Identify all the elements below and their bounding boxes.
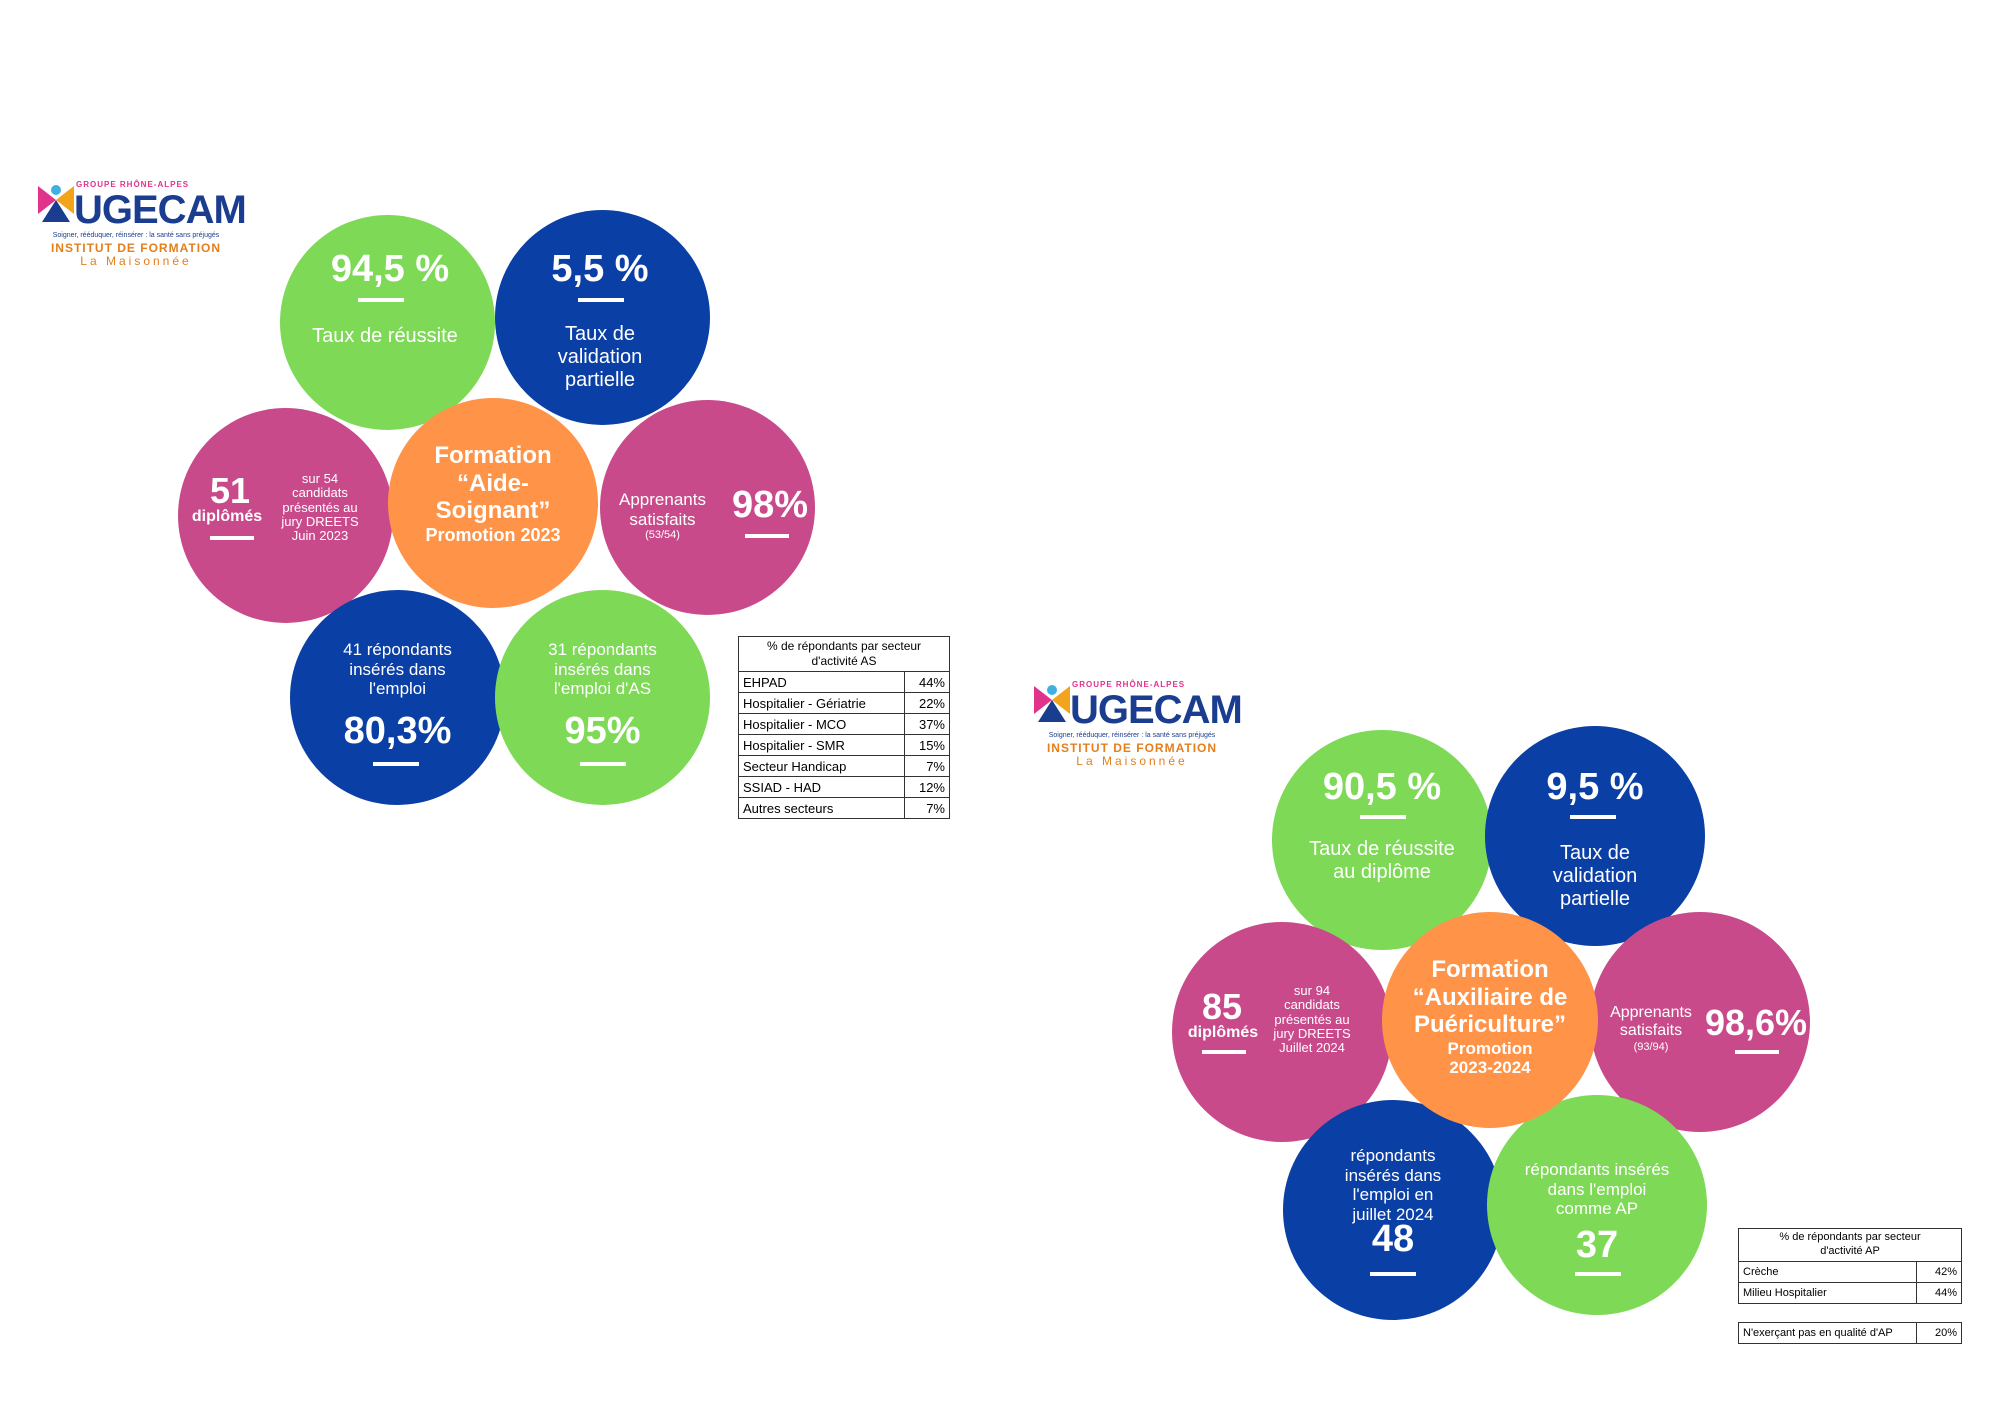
- ugecam-logo: GROUPE RHÔNE-ALPES UGECAM Soigner, réédu…: [36, 176, 247, 268]
- table-row: Crèche 42%: [1738, 1260, 1962, 1283]
- emploi-label: 41 répondants insérés dans l'emploi: [343, 640, 452, 699]
- emploi-ap-label: répondants insérés dans l'emploi comme AP: [1524, 1160, 1670, 1219]
- diplomes-bar: [1202, 1050, 1246, 1054]
- emploi-as-bar: [580, 762, 626, 766]
- diplomes-unit: diplômés: [191, 508, 263, 525]
- diplomes-note: sur 54 candidats présentés au jury DREETS Ju…: [281, 471, 359, 544]
- ugecam-mark-icon: [38, 185, 74, 222]
- validation-bar: [1570, 815, 1616, 819]
- table-ap-header: % de répondants par secteur d'activité AP: [1738, 1228, 1962, 1262]
- satisfaits-label: Apprenants satisfaits (53/54): [619, 490, 706, 542]
- table-row: SSIAD - HAD 12%: [738, 776, 950, 798]
- table-row: Hospitalier - SMR 15%: [738, 734, 950, 756]
- table-row: Autres secteurs 7%: [738, 797, 950, 819]
- logo-group: GROUPE RHÔNE-ALPES: [1072, 680, 1186, 689]
- table-row: Hospitalier - Gériatrie 22%: [738, 692, 950, 714]
- logo-institute: INSTITUT DE FORMATION: [50, 241, 222, 255]
- satisfaits-bar: [745, 534, 789, 538]
- reussite-bar: [1360, 815, 1406, 819]
- reussite-bar: [358, 298, 404, 302]
- petal-emploi: [290, 590, 505, 805]
- center-title: Formation “Aide- Soignant” Promotion 202…: [425, 442, 561, 545]
- diplomes-bar: [210, 536, 254, 540]
- validation-label: Taux de validation partielle: [1552, 842, 1638, 910]
- reussite-label: Taux de réussite: [312, 325, 458, 347]
- validation-label: Taux de validation partielle: [557, 323, 643, 391]
- reussite-value: 94,5 %: [330, 248, 450, 290]
- validation-value: 5,5 %: [551, 248, 649, 290]
- logo-slogan: Soigner, rééduquer, réinsérer : la santé…: [1048, 732, 1216, 739]
- emploi-as-label: 31 répondants insérés dans l'emploi d'AS: [548, 640, 657, 699]
- petal-reussite: [280, 215, 495, 430]
- table-row: Secteur Handicap 7%: [738, 755, 950, 777]
- petal-emploi-ap: [1487, 1095, 1707, 1315]
- petal-center: [388, 398, 598, 608]
- diplomes-value: 51: [209, 470, 251, 511]
- satisfaits-value: 98,6%: [1704, 1002, 1808, 1043]
- logo-group: GROUPE RHÔNE-ALPES: [76, 180, 190, 189]
- emploi-value: 80,3%: [343, 710, 452, 752]
- petal-satisfaits: [1590, 912, 1810, 1132]
- table-secteur-ap: % de répondants par secteur d'activité AP…: [1738, 1228, 1962, 1304]
- emploi-value: 48: [1371, 1218, 1415, 1260]
- logo-slogan: Soigner, rééduquer, réinsérer : la santé…: [52, 232, 220, 239]
- emploi-ap-bar: [1575, 1272, 1621, 1276]
- table-as-header: % de répondants par secteur d'activité AS: [738, 636, 950, 672]
- table-ap-extra: N'exerçant pas en qualité d'AP 20%: [1738, 1322, 1962, 1344]
- diplomes-unit: diplômés: [1187, 1024, 1259, 1041]
- logo-place: La Maisonnée: [80, 254, 192, 268]
- emploi-bar: [373, 762, 419, 766]
- petal-diplomes: [178, 408, 393, 623]
- table-secteur-as: % de répondants par secteur d'activité AS…: [738, 636, 950, 819]
- diplomes-note: sur 94 candidats présentés au jury DREETS Ju…: [1273, 983, 1351, 1056]
- satisfaits-label: Apprenants satisfaits (93/94): [1610, 1004, 1692, 1053]
- table-row: EHPAD 44%: [738, 671, 950, 693]
- logo-name: UGECAM: [74, 188, 247, 232]
- emploi-label: répondants insérés dans l'emploi en juillet…: [1344, 1146, 1442, 1224]
- diplomes-value: 85: [1201, 986, 1243, 1027]
- validation-bar: [578, 298, 624, 302]
- satisfaits-bar: [1735, 1050, 1779, 1054]
- reussite-label: Taux de réussite au diplôme: [1309, 838, 1455, 883]
- table-row: Milieu Hospitalier 44%: [1738, 1281, 1962, 1304]
- table-row: Hospitalier - MCO 37%: [738, 713, 950, 735]
- logo-name: UGECAM: [1070, 688, 1243, 732]
- petal-emploi-as: [495, 590, 710, 805]
- emploi-bar: [1370, 1272, 1416, 1276]
- petal-validation: [495, 210, 710, 425]
- ugecam-logo-2: GROUPE RHÔNE-ALPES UGECAM Soigner, réédu…: [1032, 676, 1243, 768]
- emploi-ap-value: 37: [1575, 1224, 1619, 1266]
- logo-place: La Maisonnée: [1076, 754, 1188, 768]
- satisfaits-value: 98%: [731, 484, 809, 526]
- petal-center: [1382, 912, 1598, 1128]
- center-title: Formation “Auxiliaire de Puériculture” P…: [1412, 956, 1568, 1078]
- petal-satisfaits: [600, 400, 815, 615]
- petal-reussite: [1272, 730, 1492, 950]
- reussite-value: 90,5 %: [1322, 766, 1442, 808]
- validation-value: 9,5 %: [1546, 766, 1644, 808]
- petal-validation: [1485, 726, 1705, 946]
- petal-emploi: [1283, 1100, 1503, 1320]
- ugecam-mark-icon: [1034, 685, 1070, 722]
- table-row: N'exerçant pas en qualité d'AP 20%: [1738, 1322, 1962, 1344]
- emploi-as-value: 95%: [564, 710, 641, 752]
- logo-institute: INSTITUT DE FORMATION: [1046, 741, 1218, 755]
